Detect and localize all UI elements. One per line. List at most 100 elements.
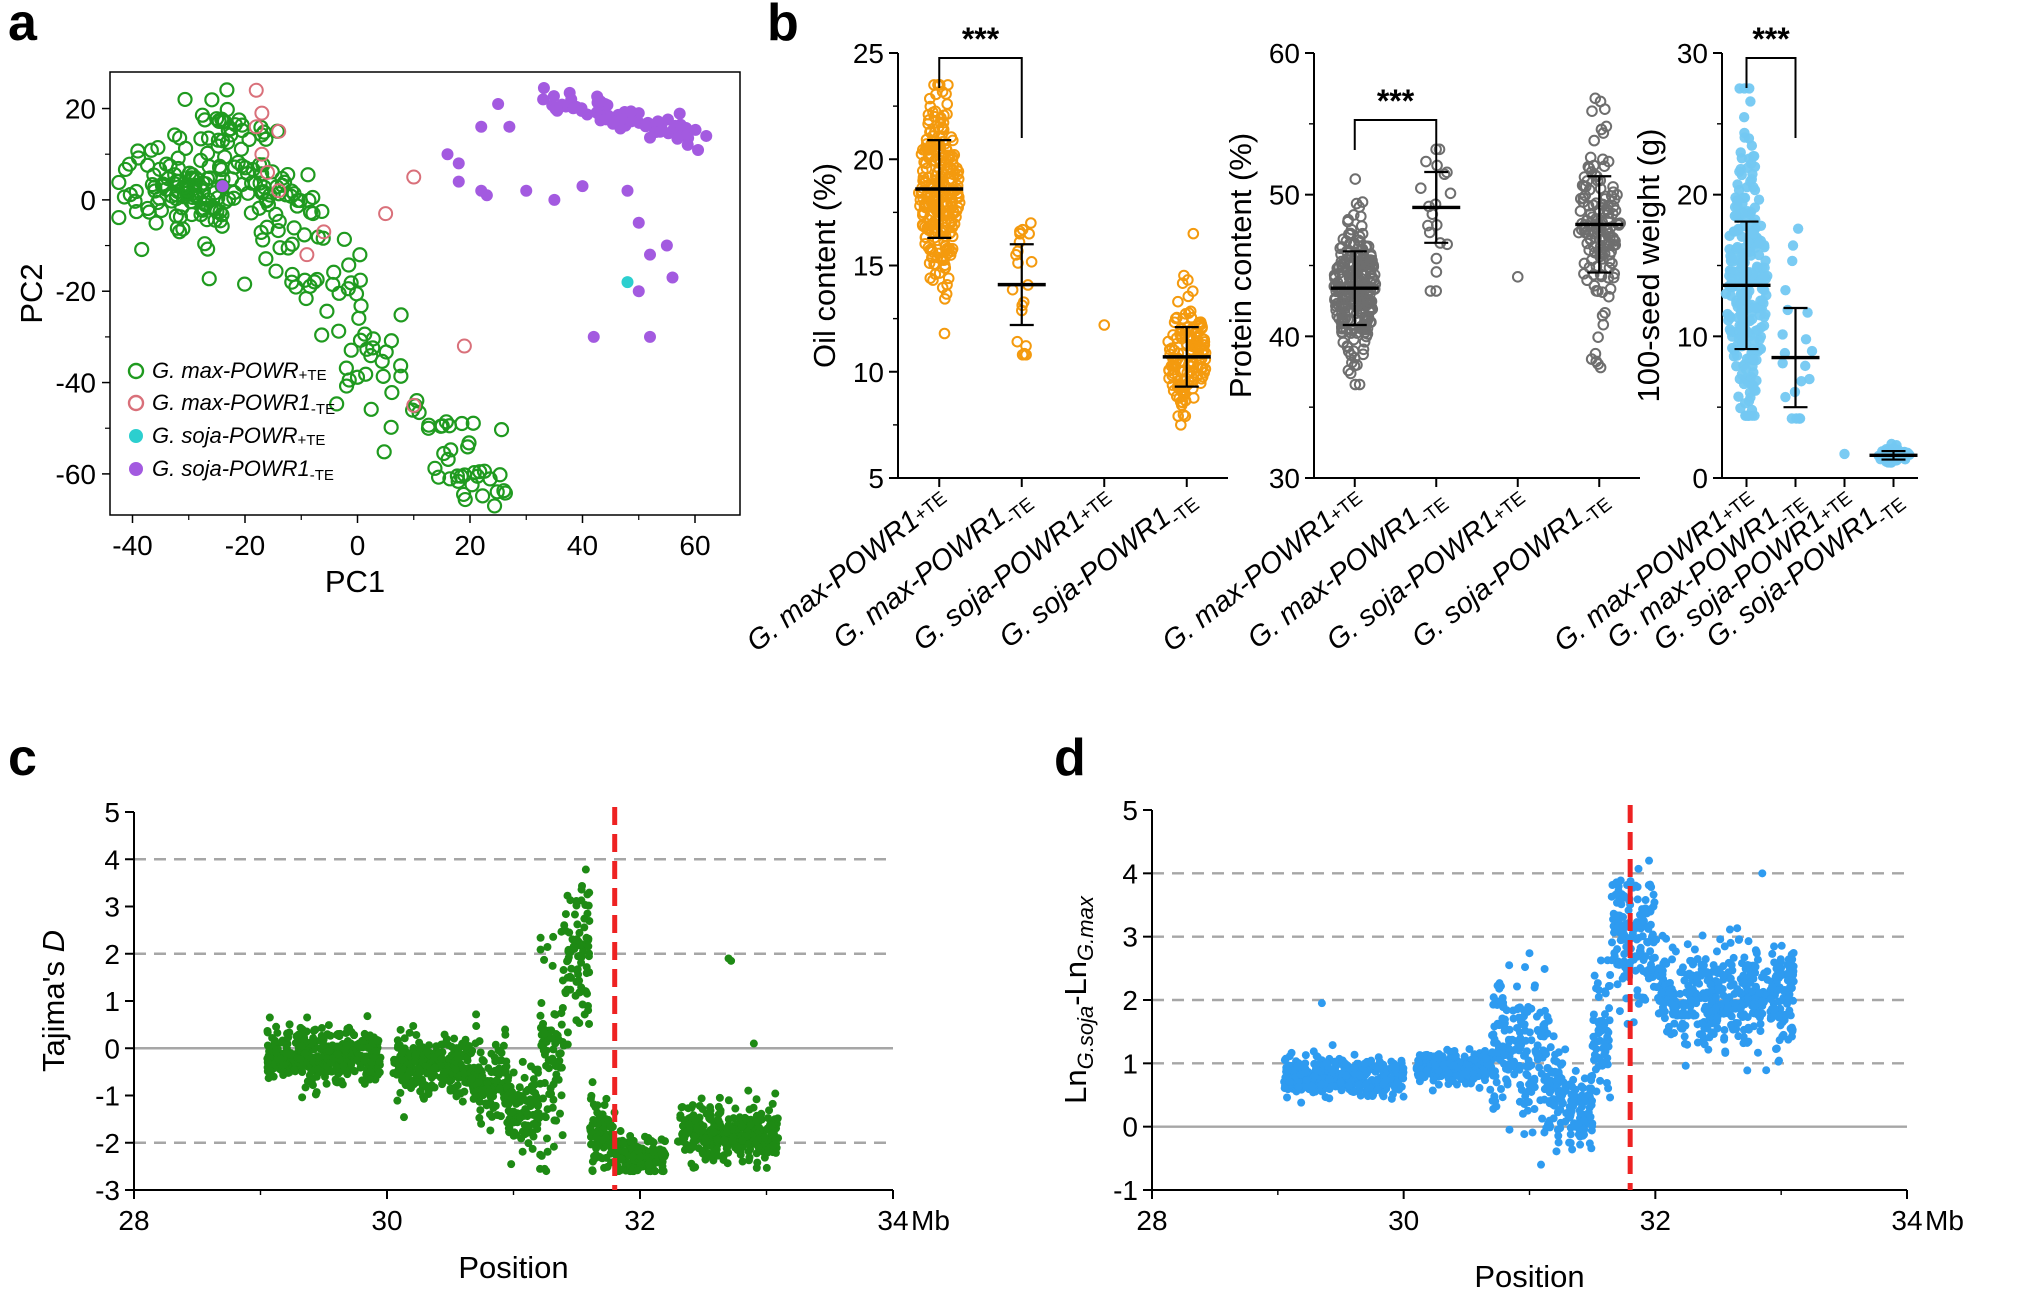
data-point: [1776, 1021, 1785, 1030]
data-point: [940, 207, 953, 220]
data-point: [1164, 348, 1176, 361]
y-tick-label: 5: [1122, 795, 1138, 826]
data-point: [1589, 1032, 1598, 1041]
y-axis-label: PC2: [14, 263, 49, 323]
point-g-max-te: [325, 276, 341, 293]
data-point: [1757, 295, 1768, 306]
data-point: [941, 98, 954, 110]
data-point: [1594, 1026, 1603, 1035]
data-point: [942, 272, 955, 285]
data-point: [1438, 168, 1451, 181]
data-point: [1511, 271, 1524, 283]
y-tick-label: 0: [104, 1033, 120, 1064]
data-point: [543, 1147, 552, 1156]
y-tick-label: 5: [104, 797, 120, 828]
data-point: [1475, 1083, 1484, 1092]
data-point: [1735, 289, 1747, 300]
data-point: [475, 1113, 484, 1122]
point-g-max-te: [450, 473, 466, 489]
data-point: [1662, 959, 1671, 968]
data-point: [1604, 221, 1617, 234]
data-point: [1646, 880, 1655, 889]
data-point: [1743, 1066, 1752, 1075]
legend-marker: [127, 362, 145, 380]
data-point: [1328, 1041, 1337, 1050]
data-point: [1615, 1007, 1624, 1016]
x-tick-label: 34: [1891, 1205, 1922, 1236]
point-g-max-no-te: [248, 119, 264, 135]
data-point: [928, 258, 940, 271]
point-g-max-te: [496, 483, 512, 499]
data-point: [1720, 942, 1729, 951]
x-tick-label: 30: [1388, 1205, 1419, 1236]
data-point: [425, 1041, 434, 1050]
data-point: [1327, 1065, 1336, 1074]
data-point: [409, 1022, 418, 1031]
data-point: [767, 1121, 776, 1130]
data-point: [1591, 1065, 1600, 1074]
data-point: [1546, 1043, 1555, 1052]
data-point: [461, 1035, 470, 1044]
data-point: [1503, 1077, 1512, 1086]
data-point: [602, 1094, 611, 1103]
data-point: [1760, 255, 1771, 266]
data-point: [1745, 250, 1757, 261]
point-g-soja-no-te: [537, 82, 550, 95]
point-g-max-te: [212, 213, 228, 229]
legend-marker: [127, 394, 145, 412]
data-point: [563, 957, 572, 966]
data-point: [918, 221, 931, 233]
data-point: [269, 1072, 278, 1081]
data-point: [1545, 1086, 1554, 1095]
data-point: [563, 1040, 572, 1049]
data-point: [311, 1090, 320, 1099]
data-point: [1017, 296, 1030, 308]
data-point: [1523, 1007, 1532, 1016]
data-point: [1444, 187, 1457, 200]
y-tick-label: 20: [853, 144, 884, 175]
point-g-max-no-te: [299, 247, 315, 263]
point-g-max-no-te: [260, 164, 275, 180]
data-point: [1335, 320, 1348, 333]
y-tick-label: 0: [1692, 463, 1708, 494]
point-g-max-no-te: [254, 146, 270, 162]
data-point: [604, 1115, 613, 1124]
data-point: [1528, 1128, 1537, 1137]
data-point: [1780, 284, 1791, 296]
data-point: [525, 1096, 534, 1105]
data-point: [924, 100, 937, 113]
data-point: [575, 941, 584, 950]
data-point: [492, 1068, 501, 1077]
data-point: [1179, 410, 1192, 423]
data-point: [769, 1141, 778, 1150]
data-point: [588, 1078, 597, 1087]
data-point: [1794, 413, 1806, 424]
point-g-max-te: [286, 220, 302, 236]
data-point: [499, 1041, 508, 1050]
data-point: [535, 1114, 544, 1122]
point-g-max-te: [383, 419, 399, 435]
data-point: [616, 1127, 625, 1136]
data-point: [939, 262, 951, 274]
data-point: [1294, 1082, 1303, 1091]
data-point: [1583, 162, 1596, 175]
data-point: [1280, 1084, 1289, 1093]
data-point: [543, 943, 552, 952]
y-tick-label: 30: [1269, 463, 1300, 494]
data-point: [572, 1016, 581, 1025]
data-point: [1336, 325, 1348, 338]
point-g-soja-no-te: [607, 115, 620, 128]
data-point: [436, 1061, 445, 1070]
data-point: [516, 1113, 525, 1122]
data-point: [1638, 932, 1647, 941]
data-point: [1748, 150, 1760, 162]
data-point: [575, 988, 584, 997]
data-point: [1492, 1078, 1501, 1087]
point-g-max-te: [219, 101, 235, 118]
data-point: [1449, 1061, 1458, 1070]
data-point: [1698, 931, 1707, 940]
data-point: [1459, 1069, 1468, 1078]
data-point: [1325, 1075, 1334, 1084]
data-point: [1588, 134, 1601, 147]
data-point: [580, 923, 589, 932]
